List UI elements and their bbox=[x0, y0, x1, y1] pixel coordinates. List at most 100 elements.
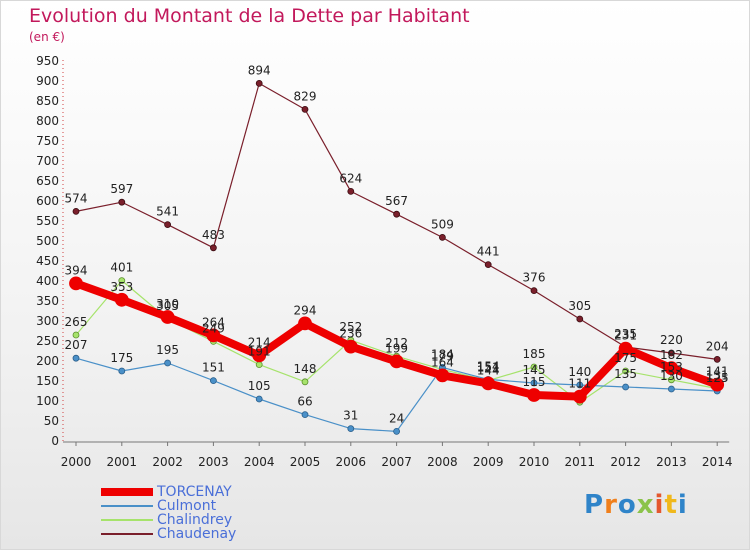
point-chaudenay bbox=[530, 287, 538, 295]
legend-label-chalindrey: Chalindrey bbox=[157, 512, 233, 528]
data-label-chaudenay: 894 bbox=[248, 63, 271, 77]
data-label-chaudenay: 483 bbox=[202, 228, 225, 242]
y-tick-label: 550 bbox=[36, 214, 59, 228]
data-label-chalindrey: 131 bbox=[706, 369, 729, 383]
data-label-culmont: 140 bbox=[568, 365, 591, 379]
data-label-culmont: 207 bbox=[65, 338, 88, 352]
point-torcenay bbox=[572, 389, 587, 404]
y-tick-label: 900 bbox=[36, 74, 59, 88]
data-label-chaudenay: 441 bbox=[477, 245, 500, 259]
data-label-chaudenay: 541 bbox=[156, 205, 179, 219]
axes: 0 50 100 150 200 250 300 350 400 450 500 550 600 650 7… bbox=[36, 54, 732, 469]
data-label-torcenay: 294 bbox=[294, 303, 317, 317]
point-torcenay bbox=[114, 292, 129, 307]
point-torcenay bbox=[710, 377, 725, 392]
data-label-culmont: 66 bbox=[297, 395, 312, 409]
data-label-chaudenay: 235 bbox=[614, 327, 637, 341]
x-tick-label: 2013 bbox=[656, 455, 687, 469]
point-culmont bbox=[255, 395, 263, 403]
y-tick-label: 250 bbox=[36, 334, 59, 348]
data-label-chalindrey: 151 bbox=[477, 361, 500, 375]
point-chalindrey bbox=[622, 367, 629, 375]
legend-swatch-chalindrey bbox=[101, 519, 153, 521]
point-chaudenay bbox=[301, 106, 309, 113]
data-label-chaudenay: 567 bbox=[385, 194, 408, 208]
point-chaudenay bbox=[72, 207, 80, 215]
point-chaudenay bbox=[255, 80, 263, 87]
point-torcenay bbox=[527, 388, 541, 402]
y-tick-label: 650 bbox=[36, 174, 59, 188]
point-torcenay bbox=[252, 348, 267, 363]
data-label-culmont: 125 bbox=[706, 371, 729, 385]
data-label-torcenay: 353 bbox=[110, 280, 133, 294]
logo-letter: x bbox=[636, 490, 655, 520]
data-label-torcenay: 264 bbox=[202, 315, 225, 329]
legend-swatch-torcenay bbox=[101, 488, 153, 496]
data-label-chaudenay: 376 bbox=[523, 271, 546, 285]
point-torcenay bbox=[435, 368, 450, 383]
y-tick-label: 200 bbox=[36, 354, 59, 368]
point-culmont bbox=[347, 425, 355, 433]
data-label-culmont: 24 bbox=[389, 411, 404, 425]
logo-letter: i bbox=[677, 490, 688, 520]
data-label-chalindrey: 153 bbox=[660, 360, 683, 374]
y-tick-label: 0 bbox=[51, 434, 59, 448]
point-chaudenay bbox=[209, 244, 217, 252]
data-label-torcenay: 236 bbox=[339, 327, 362, 341]
point-chaudenay bbox=[576, 315, 584, 323]
x-tick-label: 2014 bbox=[702, 455, 733, 469]
legend-swatch-culmont bbox=[101, 505, 153, 507]
point-chalindrey bbox=[118, 277, 126, 285]
data-label-culmont: 184 bbox=[431, 347, 454, 361]
data-label-chaudenay: 597 bbox=[110, 182, 133, 196]
data-label-torcenay: 231 bbox=[614, 329, 637, 343]
point-torcenay bbox=[69, 276, 83, 291]
data-label-culmont: 175 bbox=[110, 351, 133, 365]
data-label-chaudenay: 509 bbox=[431, 217, 454, 231]
data-label-chalindrey: 191 bbox=[248, 345, 271, 359]
data-label-chalindrey: 401 bbox=[110, 261, 133, 275]
data-label-chaudenay: 624 bbox=[339, 171, 362, 185]
y-tick-label: 850 bbox=[36, 94, 59, 108]
data-label-chaudenay: 204 bbox=[706, 339, 729, 353]
point-torcenay bbox=[343, 339, 358, 354]
y-tick-label: 700 bbox=[36, 154, 59, 168]
point-culmont bbox=[393, 427, 401, 435]
point-chalindrey bbox=[530, 363, 538, 371]
data-label-chalindrey: 175 bbox=[614, 351, 637, 365]
chart-unit: (en €) bbox=[29, 30, 65, 44]
data-label-torcenay: 310 bbox=[156, 297, 179, 311]
point-chaudenay bbox=[118, 198, 126, 206]
data-label-culmont: 105 bbox=[248, 379, 271, 393]
point-culmont bbox=[301, 411, 309, 419]
data-label-culmont: 151 bbox=[202, 361, 225, 375]
chart-title: Evolution du Montant de la Dette par Hab… bbox=[29, 5, 470, 27]
y-tick-label: 350 bbox=[36, 294, 59, 308]
point-chaudenay bbox=[484, 261, 492, 269]
x-tick-label: 2006 bbox=[336, 455, 367, 469]
y-tick-label: 150 bbox=[36, 374, 59, 388]
data-label-torcenay: 141 bbox=[706, 365, 729, 379]
legend-label-culmont: Culmont bbox=[157, 498, 217, 514]
legend-swatch-chaudenay bbox=[101, 533, 153, 535]
data-label-chalindrey: 249 bbox=[202, 321, 225, 335]
point-culmont bbox=[118, 367, 126, 375]
data-label-chaudenay: 220 bbox=[660, 333, 683, 347]
point-torcenay bbox=[389, 354, 404, 369]
point-torcenay bbox=[298, 316, 312, 331]
data-label-chalindrey: 148 bbox=[294, 362, 317, 376]
data-label-chaudenay: 305 bbox=[568, 299, 591, 313]
point-torcenay bbox=[206, 328, 221, 343]
data-label-chalindrey: 212 bbox=[385, 336, 408, 350]
proxiti-logo: Proxiti bbox=[584, 490, 688, 520]
logo-letter: o bbox=[617, 490, 637, 520]
data-label-torcenay: 214 bbox=[248, 335, 271, 349]
x-tick-label: 2003 bbox=[198, 455, 229, 469]
logo-letter: i bbox=[654, 490, 665, 520]
point-torcenay bbox=[160, 310, 175, 324]
y-tick-label: 750 bbox=[36, 134, 59, 148]
point-chalindrey bbox=[72, 331, 80, 339]
